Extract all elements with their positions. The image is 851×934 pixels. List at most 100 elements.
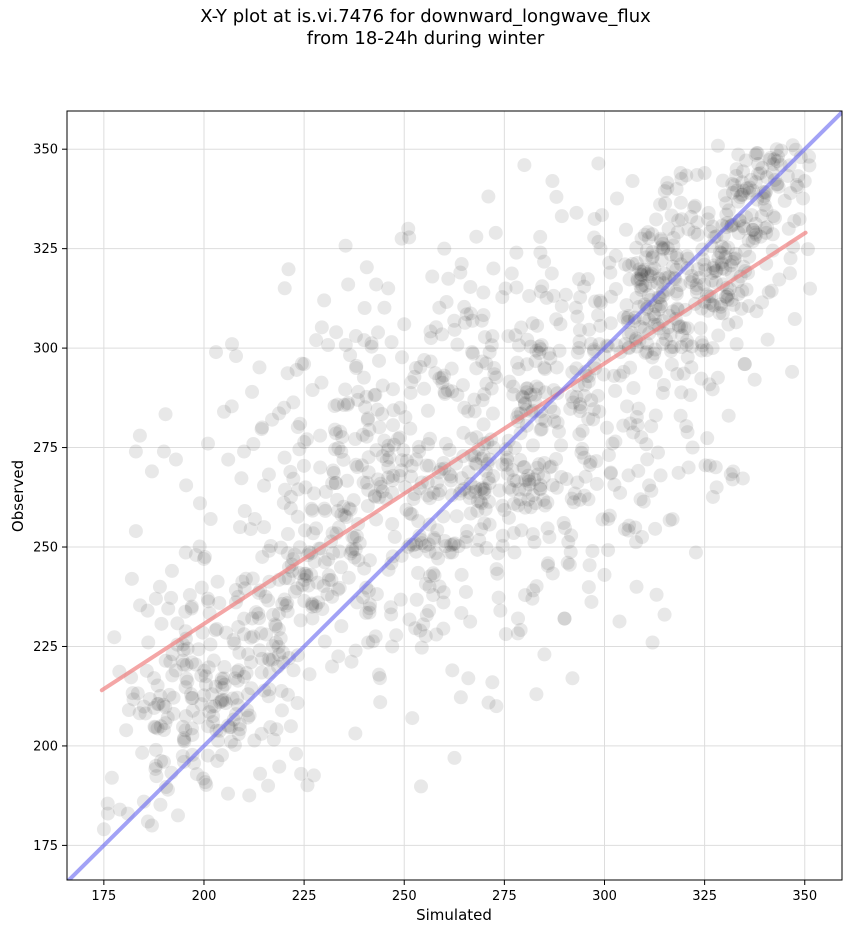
- data-point: [281, 262, 296, 277]
- data-point: [299, 566, 314, 581]
- data-point: [354, 458, 369, 473]
- data-point: [361, 635, 376, 650]
- data-point: [535, 279, 550, 294]
- data-point: [741, 299, 756, 314]
- data-point: [406, 491, 421, 506]
- data-point: [621, 523, 636, 538]
- data-point: [501, 329, 516, 344]
- data-point: [657, 184, 672, 199]
- data-point: [499, 450, 514, 465]
- data-point: [708, 460, 723, 475]
- data-point: [234, 471, 249, 486]
- data-point: [608, 383, 623, 398]
- data-point: [574, 445, 589, 460]
- data-point: [425, 269, 440, 284]
- data-point: [370, 402, 385, 417]
- data-point: [720, 215, 735, 230]
- data-point: [747, 231, 762, 246]
- data-point: [405, 711, 420, 726]
- data-point: [265, 412, 280, 427]
- data-point: [582, 558, 597, 573]
- data-point: [299, 568, 314, 583]
- data-point: [348, 542, 363, 557]
- data-point: [257, 478, 272, 493]
- data-point: [231, 727, 246, 742]
- data-point: [661, 221, 676, 236]
- data-point: [522, 477, 537, 492]
- data-point: [731, 194, 746, 209]
- data-point: [432, 579, 447, 594]
- data-point: [787, 214, 802, 229]
- data-point: [618, 257, 633, 272]
- data-point: [387, 529, 402, 544]
- data-point: [536, 492, 551, 507]
- data-point: [326, 463, 341, 478]
- data-point: [481, 471, 496, 486]
- data-point: [431, 551, 446, 566]
- data-point: [724, 219, 739, 234]
- data-point: [178, 680, 193, 695]
- data-point: [467, 392, 482, 407]
- data-point: [518, 473, 533, 488]
- data-point: [358, 400, 373, 415]
- data-point: [359, 389, 374, 404]
- data-point: [283, 501, 298, 516]
- data-point: [552, 343, 567, 358]
- data-point: [274, 684, 289, 699]
- data-point: [345, 543, 360, 558]
- data-point: [684, 339, 699, 354]
- data-point: [767, 152, 782, 167]
- data-point: [218, 696, 233, 711]
- data-point: [307, 554, 322, 569]
- data-point: [341, 277, 356, 292]
- data-point: [297, 572, 312, 587]
- data-point: [192, 539, 207, 554]
- data-point: [287, 547, 302, 562]
- data-point: [760, 332, 775, 347]
- data-point: [153, 719, 168, 734]
- data-point: [297, 523, 312, 538]
- data-point: [748, 225, 763, 240]
- data-point: [627, 314, 642, 329]
- data-point: [403, 537, 418, 552]
- data-point: [232, 717, 247, 732]
- data-point: [265, 639, 280, 654]
- data-point: [147, 700, 162, 715]
- data-point: [620, 314, 635, 329]
- data-point: [572, 334, 587, 349]
- data-point: [511, 338, 526, 353]
- data-point: [513, 453, 528, 468]
- data-point: [164, 563, 179, 578]
- data-point: [396, 443, 411, 458]
- data-point: [469, 361, 484, 376]
- data-point: [637, 227, 652, 242]
- data-point: [746, 183, 761, 198]
- data-point: [481, 695, 496, 710]
- data-point: [652, 302, 667, 317]
- data-point: [648, 521, 663, 536]
- data-point: [601, 512, 616, 527]
- data-point: [180, 641, 195, 656]
- data-point: [586, 402, 601, 417]
- data-point: [421, 537, 436, 552]
- data-point: [569, 205, 584, 220]
- data-point: [742, 249, 757, 264]
- data-point: [541, 556, 556, 571]
- data-point: [336, 397, 351, 412]
- data-point: [573, 404, 588, 419]
- data-point: [644, 262, 659, 277]
- data-point: [325, 659, 340, 674]
- data-point: [100, 806, 115, 821]
- data-point: [124, 571, 139, 586]
- data-point: [656, 378, 671, 393]
- data-point: [219, 625, 234, 640]
- data-point: [572, 397, 587, 412]
- data-point: [549, 452, 564, 467]
- data-point: [279, 598, 294, 613]
- data-point: [497, 503, 512, 518]
- data-point: [365, 634, 380, 649]
- data-point: [132, 428, 147, 443]
- data-point: [162, 687, 177, 702]
- data-point: [242, 788, 257, 803]
